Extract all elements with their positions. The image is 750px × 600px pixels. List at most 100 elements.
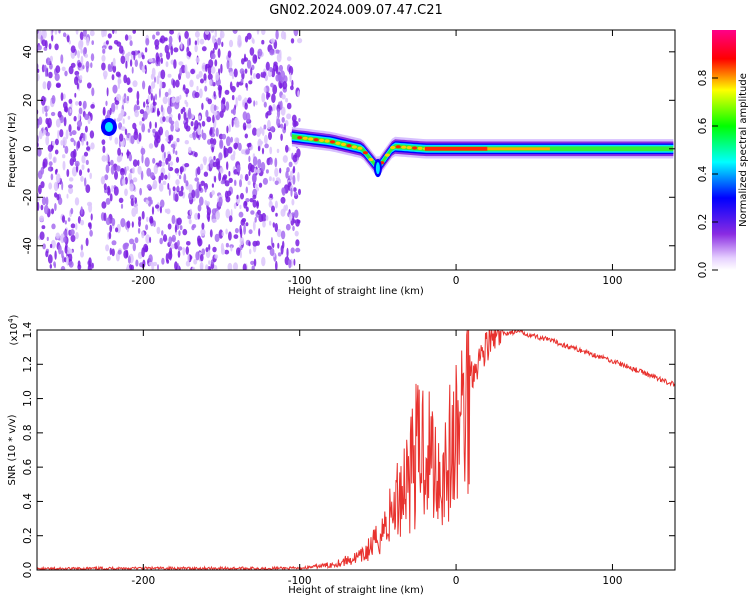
noise-blob: [166, 259, 170, 264]
noise-blob: [270, 125, 275, 132]
noise-blob: [47, 122, 51, 129]
noise-blob: [75, 101, 79, 106]
noise-blob: [40, 95, 46, 106]
snr-multiplier-base: (x10: [9, 323, 20, 346]
noise-blob: [253, 258, 257, 267]
noise-blob: [55, 118, 61, 128]
noise-blob: [148, 143, 154, 149]
noise-blob: [110, 159, 114, 166]
noise-blob: [243, 53, 247, 62]
noise-blob: [68, 65, 74, 75]
noise-blob: [142, 111, 148, 120]
noise-blob: [46, 58, 48, 64]
noise-blob: [49, 264, 52, 269]
noise-blob: [84, 177, 87, 187]
noise-blob: [221, 231, 224, 237]
noise-blob: [194, 31, 200, 38]
noise-blob: [142, 80, 146, 90]
noise-blob: [278, 64, 283, 72]
noise-blob: [78, 40, 84, 50]
noise-blob: [184, 163, 190, 168]
noise-blob: [176, 240, 180, 247]
noise-blob: [221, 133, 227, 140]
noise-blob: [149, 172, 155, 179]
noise-blob: [281, 94, 286, 100]
signal-hotspot: [346, 144, 352, 148]
noise-blob: [279, 82, 283, 89]
noise-blob: [60, 54, 64, 64]
noise-blob: [154, 121, 157, 129]
signal-hotspot: [401, 145, 407, 149]
noise-blob: [293, 30, 299, 37]
noise-blob: [274, 157, 278, 168]
noise-blob: [120, 126, 126, 131]
noise-blob: [81, 154, 86, 164]
noise-blob: [80, 244, 84, 251]
noise-blob: [252, 156, 258, 166]
noise-blob: [105, 164, 110, 174]
noise-blob: [71, 166, 78, 177]
noise-blob: [84, 125, 88, 133]
signal-hotspot: [417, 146, 423, 150]
noise-blob: [78, 169, 83, 176]
noise-blob: [84, 53, 88, 58]
noise-blob: [280, 230, 286, 240]
noise-blob: [121, 108, 124, 118]
noise-blob: [245, 112, 251, 123]
noise-blob: [238, 211, 244, 218]
noise-blob: [86, 146, 91, 151]
noise-blob: [45, 135, 50, 146]
noise-blob: [120, 218, 126, 228]
noise-blob: [139, 109, 145, 115]
noise-blob: [243, 200, 248, 209]
noise-blob: [146, 184, 152, 190]
noise-blob: [226, 136, 231, 147]
noise-blob: [246, 59, 252, 69]
noise-blob: [276, 229, 282, 238]
noise-blob: [79, 31, 84, 41]
noise-blob: [279, 167, 282, 174]
noise-blob: [259, 126, 263, 135]
noise-blob: [230, 136, 234, 143]
noise-blob: [114, 30, 117, 34]
noise-blob: [269, 193, 273, 199]
noise-blob: [184, 64, 188, 74]
noise-blob: [234, 179, 237, 186]
noise-blob: [187, 214, 192, 220]
noise-blob: [162, 180, 167, 185]
noise-blob: [242, 122, 247, 131]
noise-blob: [116, 155, 122, 163]
noise-blob: [179, 94, 182, 100]
y-tick-label: 0: [22, 145, 34, 152]
noise-blob: [286, 247, 289, 258]
noise-blob: [227, 262, 233, 270]
y-tick-label: 0.4: [22, 493, 34, 510]
noise-blob: [51, 223, 56, 230]
signal-hotspot: [395, 145, 401, 149]
noise-blob: [167, 96, 170, 106]
noise-blob: [129, 238, 135, 245]
noise-blob: [129, 194, 135, 200]
noise-blob: [172, 79, 176, 89]
noise-blob: [129, 264, 133, 270]
noise-blob: [245, 186, 248, 194]
noise-blob: [261, 39, 265, 45]
noise-blob: [112, 84, 118, 94]
noise-blob: [282, 155, 288, 163]
noise-blob: [244, 68, 248, 74]
noise-blob: [204, 186, 207, 193]
noise-blob: [130, 198, 134, 207]
noise-blob: [225, 101, 230, 111]
noise-blob: [70, 62, 76, 68]
noise-blob: [214, 30, 217, 38]
noise-blob: [257, 145, 261, 152]
noise-blob: [207, 73, 213, 81]
noise-blob: [50, 208, 55, 215]
noise-blob: [298, 118, 301, 122]
noise-blob: [255, 100, 258, 106]
noise-blob: [266, 91, 269, 101]
noise-blob: [80, 48, 83, 54]
noise-blob: [37, 45, 42, 51]
noise-blob: [214, 233, 220, 243]
noise-blob: [48, 161, 53, 167]
